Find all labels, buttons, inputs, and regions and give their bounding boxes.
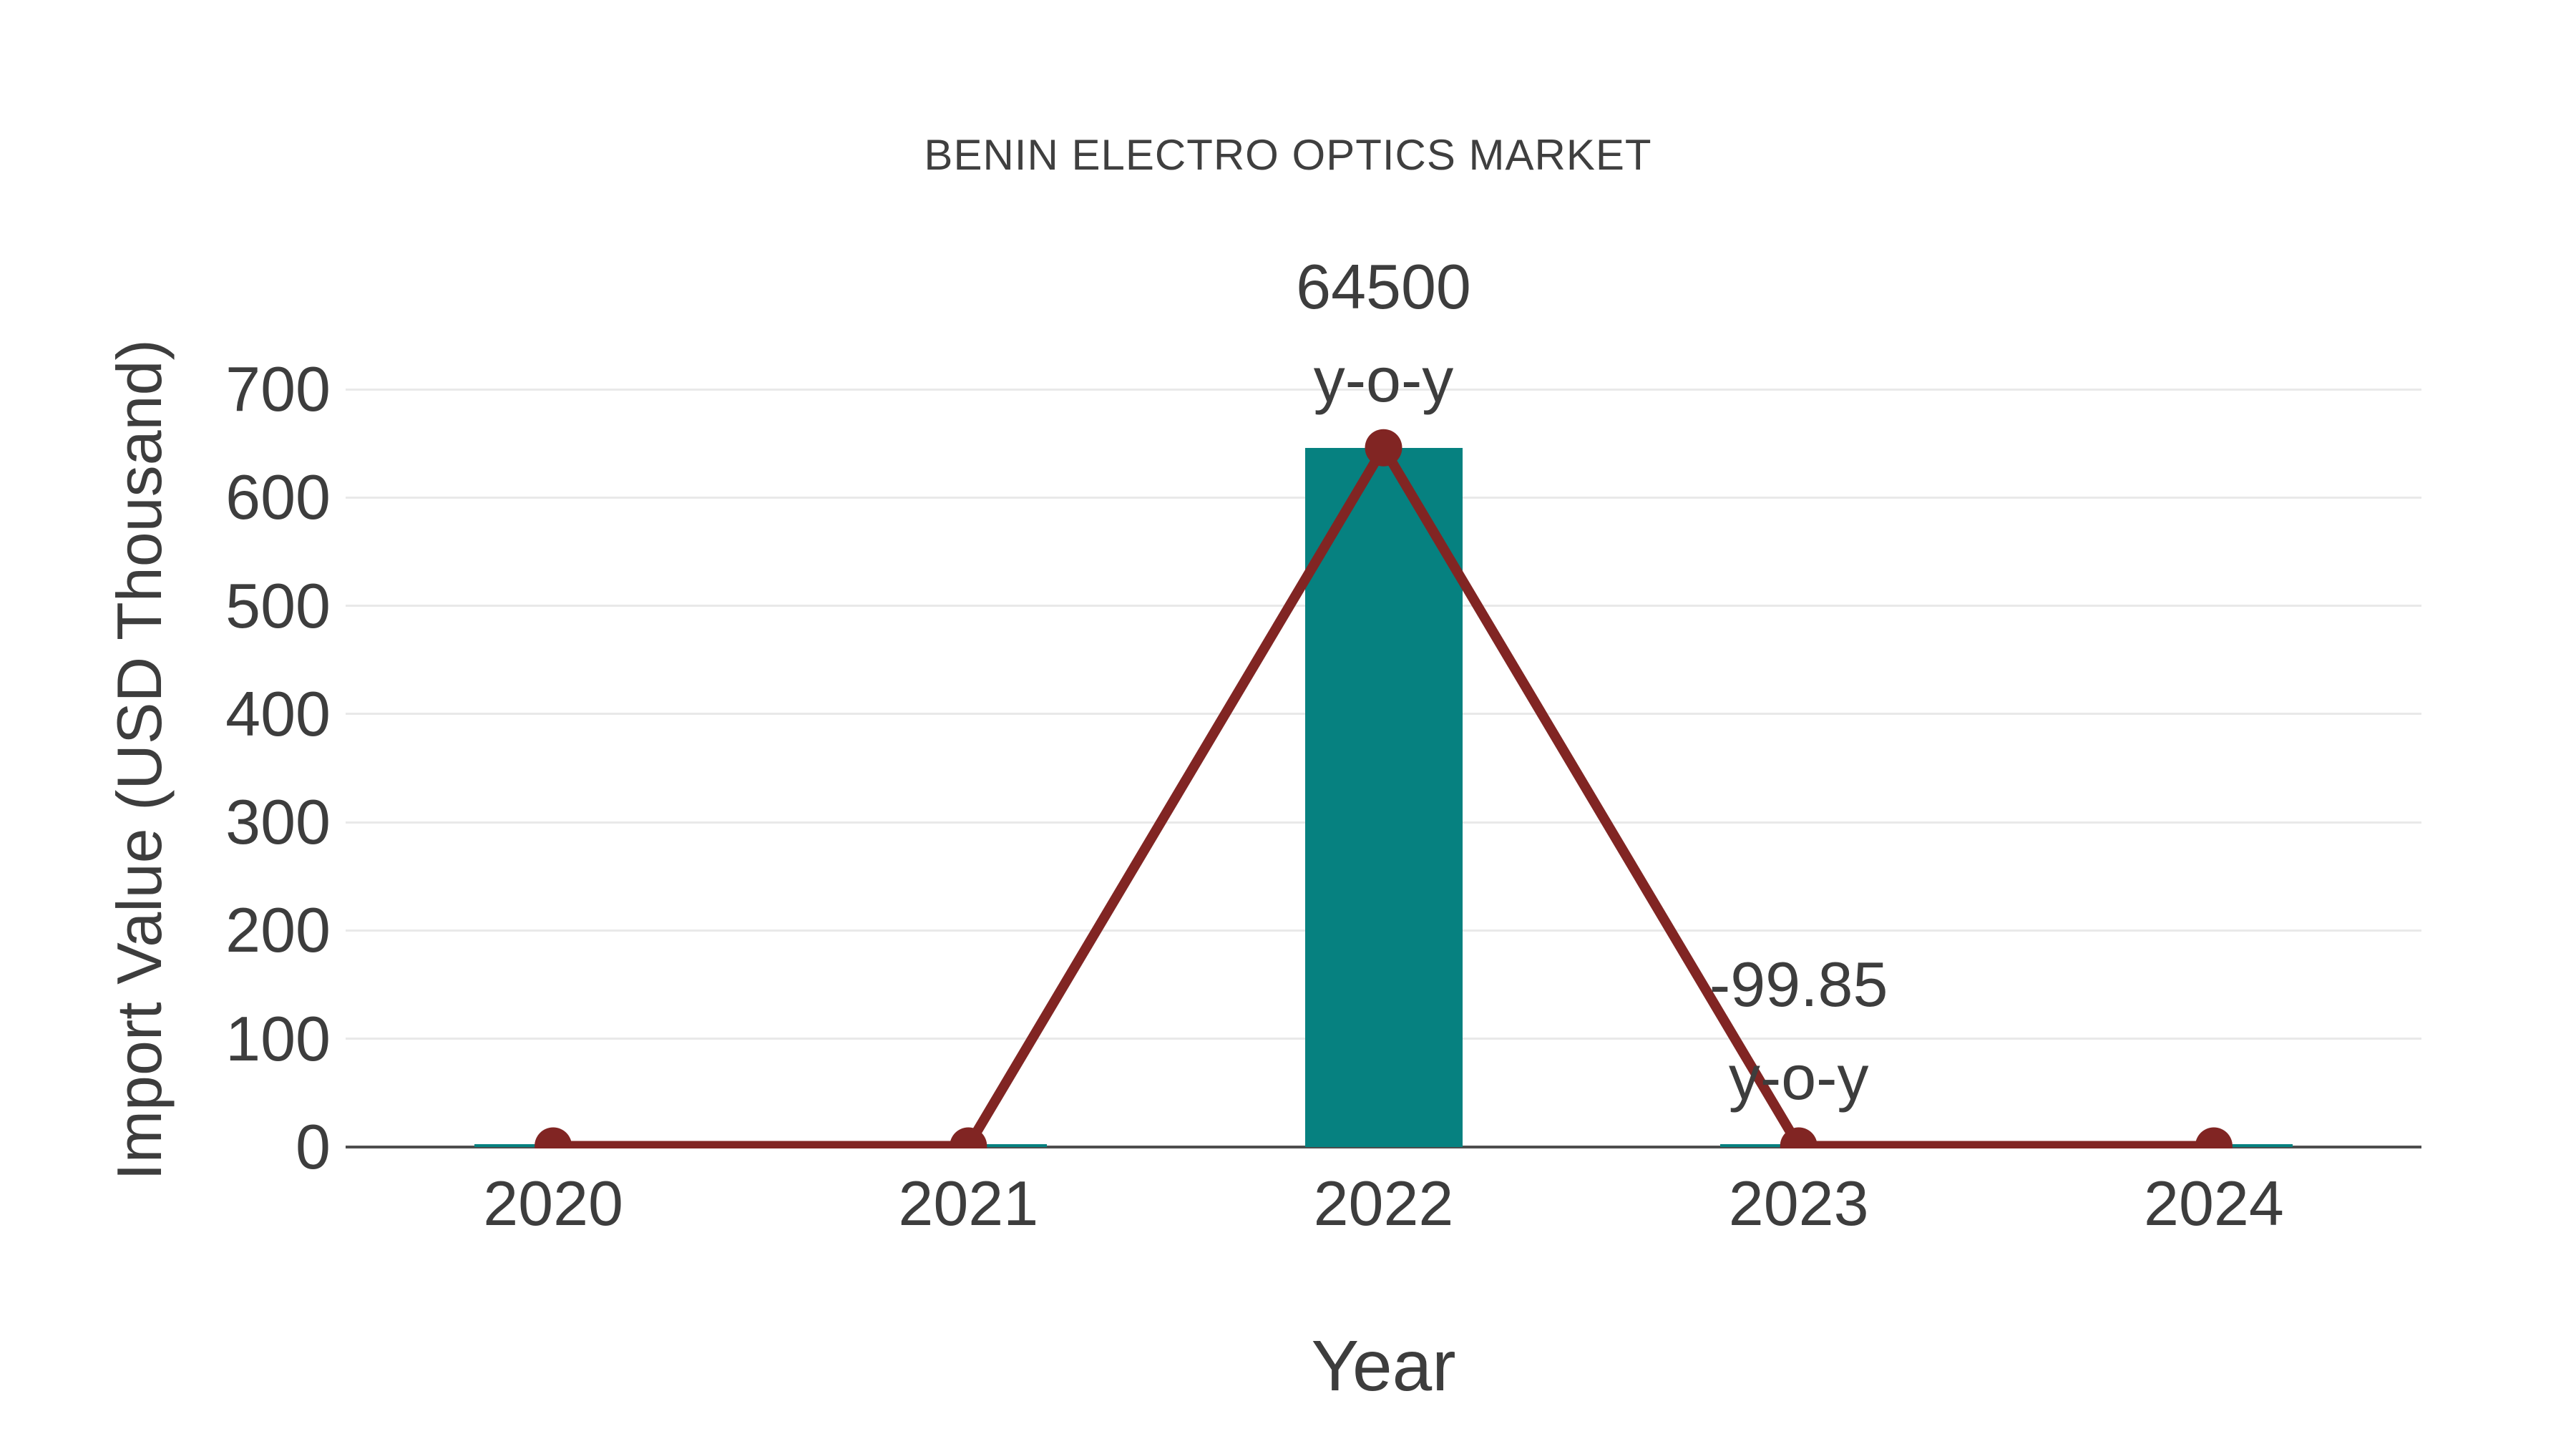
y-tick-label-100: 100	[225, 1002, 331, 1074]
y-tick-label-400: 400	[225, 678, 331, 749]
gridline-700	[346, 388, 2421, 391]
x-tick-label-2021: 2021	[898, 1168, 1039, 1239]
line-marker-2021	[950, 1127, 987, 1148]
x-tick-label-2020: 2020	[483, 1168, 623, 1239]
annotation-line: y-o-y	[1728, 1042, 1869, 1113]
x-axis-line	[346, 1146, 2421, 1148]
annotation-line: -99.85	[1709, 949, 1888, 1020]
y-tick-label-700: 700	[225, 353, 331, 424]
x-tick-label-2023: 2023	[1728, 1168, 1869, 1239]
x-tick-label-2024: 2024	[2144, 1168, 2284, 1239]
y-tick-label-300: 300	[225, 786, 331, 858]
annotation-line: 64500	[1296, 250, 1471, 322]
y-tick-label-200: 200	[225, 894, 331, 966]
annotation-2023: -99.85 y-o-y	[1584, 938, 2014, 1124]
plot-area	[346, 372, 2421, 1148]
x-axis-title: Year	[1311, 1326, 1456, 1406]
y-tick-label-0: 0	[296, 1111, 331, 1182]
line-marker-2024	[2195, 1127, 2233, 1148]
x-tick-label-2022: 2022	[1313, 1168, 1454, 1239]
annotation-2022: 64500 y-o-y	[1169, 240, 1599, 426]
y-tick-label-600: 600	[225, 462, 331, 533]
y-tick-label-500: 500	[225, 570, 331, 641]
line-marker-2022	[1365, 429, 1402, 467]
line-marker-2023	[1780, 1127, 1818, 1148]
bar-2022	[1304, 447, 1463, 1147]
chart-title: BENIN ELECTRO OPTICS MARKET	[924, 131, 1652, 179]
line-series	[535, 429, 2233, 1148]
annotation-line: y-o-y	[1313, 343, 1454, 415]
line-marker-2020	[535, 1127, 572, 1148]
